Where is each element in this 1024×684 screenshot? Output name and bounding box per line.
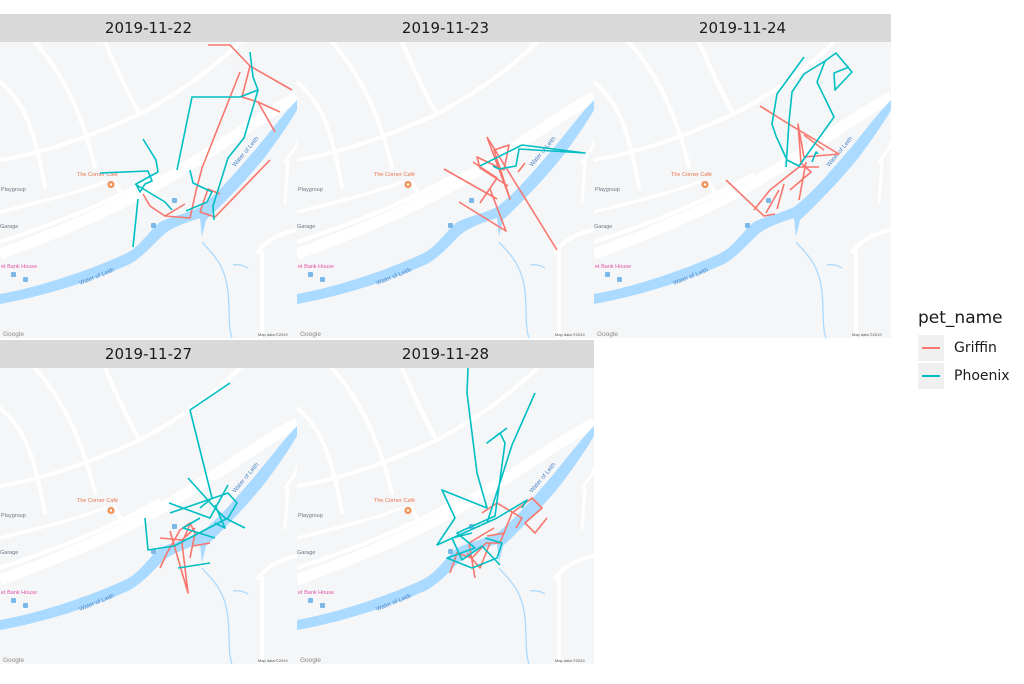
label-cafe: The Corner Café: [374, 498, 415, 504]
legend-line-icon: [918, 363, 944, 389]
map-area: The Corner Café Playgroup Garage et Bank Ho…: [0, 368, 297, 664]
label-playgroup: Playgroup: [1, 513, 26, 519]
label-garage: Garage: [0, 550, 18, 556]
facet-strip-label: 2019-11-27: [0, 340, 297, 368]
label-cafe: The Corner Café: [77, 172, 118, 178]
map-attribution: Map data ©2019: [852, 332, 882, 337]
legend-title: pet_name: [918, 308, 1003, 328]
google-logo: Google: [300, 657, 321, 664]
basemap: The Corner Café Playgroup Garage et Bank Ho…: [594, 42, 891, 338]
label-garage: Garage: [297, 550, 315, 556]
facet-panel-2019-11-27: 2019-11-27 The Corner: [0, 340, 297, 664]
map-attribution: Map data ©2019: [258, 332, 288, 337]
legend-item-griffin: Griffin: [918, 334, 1010, 362]
label-playgroup: Playgroup: [595, 187, 620, 193]
facet-strip-label: 2019-11-23: [297, 14, 594, 42]
track-phoenix: [99, 51, 259, 248]
label-garage: Garage: [594, 224, 612, 230]
basemap: The Corner Café Playgroup Garage et Bank Ho…: [0, 368, 297, 664]
legend-label: Griffin: [954, 340, 997, 356]
track-griffin: [142, 44, 293, 219]
map-area: The Corner Café Playgroup Garage et Bank Ho…: [0, 42, 297, 338]
map-attribution: Map data ©2019: [258, 658, 288, 663]
google-logo: Google: [300, 331, 321, 338]
legend-label: Phoenix: [954, 368, 1010, 384]
facet-strip-label: 2019-11-22: [0, 14, 297, 42]
track-phoenix: [144, 382, 246, 569]
legend: pet_name Griffin Phoenix: [918, 308, 1010, 390]
facet-strip-label: 2019-11-24: [594, 14, 891, 42]
legend-item-phoenix: Phoenix: [918, 362, 1010, 390]
map-area: The Corner Café Playgroup Garage et Bank Ho…: [297, 42, 594, 338]
label-garage: Garage: [297, 224, 315, 230]
facet-panel-2019-11-24: 2019-11-24 The Corner: [594, 14, 891, 338]
label-bank-house: et Bank House: [1, 264, 37, 270]
map-area: The Corner Café Playgroup Garage et Bank Ho…: [594, 42, 891, 338]
label-bank-house: et Bank House: [1, 590, 37, 596]
label-bank-house: et Bank House: [298, 590, 334, 596]
label-cafe: The Corner Café: [671, 172, 712, 178]
facet-panel-2019-11-28: 2019-11-28 The Corner: [297, 340, 594, 664]
label-playgroup: Playgroup: [298, 513, 323, 519]
map-attribution: Map data ©2019: [555, 332, 585, 337]
map-attribution: Map data ©2019: [555, 658, 585, 663]
track-griffin: [443, 136, 558, 251]
label-cafe: The Corner Café: [374, 172, 415, 178]
google-logo: Google: [3, 331, 24, 338]
label-playgroup: Playgroup: [298, 187, 323, 193]
facet-strip-label: 2019-11-28: [297, 340, 594, 368]
label-bank-house: et Bank House: [298, 264, 334, 270]
map-area: The Corner Café Playgroup Garage et Bank Ho…: [297, 368, 594, 664]
label-bank-house: et Bank House: [595, 264, 631, 270]
label-playgroup: Playgroup: [1, 187, 26, 193]
basemap: The Corner Café Playgroup Garage et Bank Ho…: [0, 42, 297, 338]
google-logo: Google: [597, 331, 618, 338]
basemap: The Corner Café Playgroup Garage et Bank Ho…: [297, 368, 594, 664]
label-garage: Garage: [0, 224, 18, 230]
label-cafe: The Corner Café: [77, 498, 118, 504]
track-phoenix: [436, 368, 536, 569]
legend-line-icon: [918, 335, 944, 361]
track-phoenix: [479, 144, 586, 170]
facet-panel-2019-11-23: 2019-11-23 The Corner: [297, 14, 594, 338]
track-griffin: [725, 105, 840, 217]
basemap: The Corner Café Playgroup Garage et Bank Ho…: [297, 42, 594, 338]
track-phoenix: [771, 52, 853, 168]
google-logo: Google: [3, 657, 24, 664]
facet-panel-2019-11-22: 2019-11-22 The Corner: [0, 14, 297, 338]
